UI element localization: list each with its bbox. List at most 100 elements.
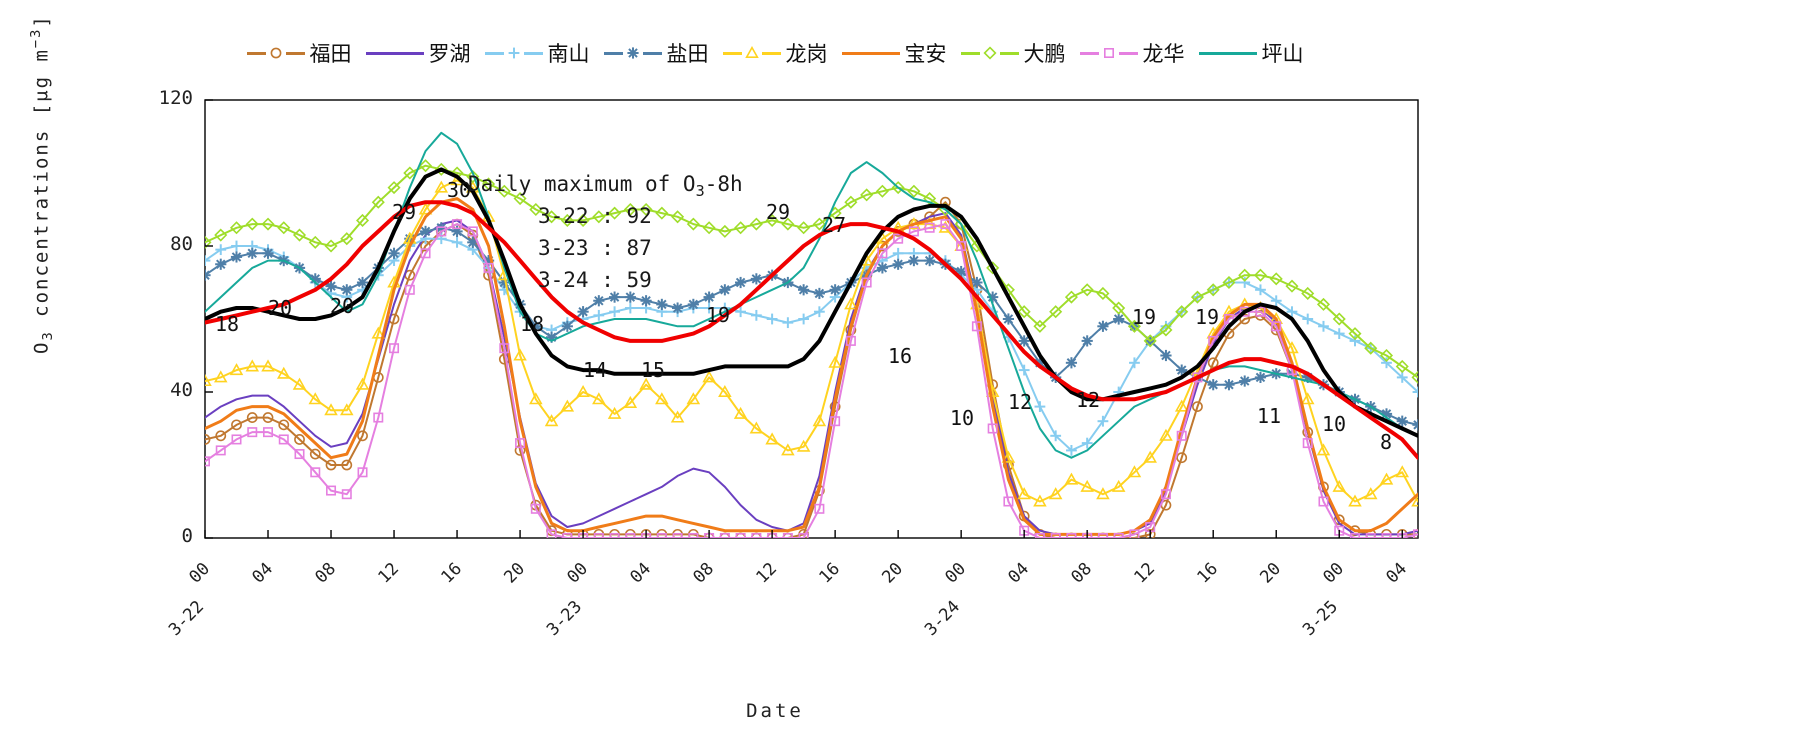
series-marker <box>214 228 228 242</box>
point-value-label: 30 <box>447 178 472 202</box>
series-marker <box>278 255 290 267</box>
series-marker <box>908 255 920 267</box>
series-marker <box>1174 399 1189 412</box>
series-marker <box>624 528 636 538</box>
series-marker <box>623 395 638 408</box>
series-marker <box>1066 445 1077 456</box>
series-marker <box>767 532 778 538</box>
series-line-4 <box>205 179 1418 503</box>
legend-item-2[interactable]: 南山 <box>484 38 590 68</box>
series-marker <box>1191 371 1204 383</box>
series-marker <box>829 291 841 303</box>
series-marker <box>231 240 242 252</box>
series-marker <box>546 525 557 537</box>
legend-item-6[interactable]: 大鹏 <box>960 38 1066 68</box>
legend-item-3[interactable]: 盐田 <box>603 38 709 68</box>
series-marker <box>907 217 921 230</box>
legend-marker-square-icon <box>1098 43 1119 63</box>
series-marker <box>561 317 573 329</box>
series-marker <box>357 467 368 478</box>
series-marker <box>876 240 888 252</box>
point-value-label: 29 <box>392 200 417 224</box>
series-marker <box>1127 465 1142 478</box>
series-marker <box>1192 372 1203 383</box>
series-marker <box>940 219 951 230</box>
series-marker <box>514 298 526 310</box>
series-marker <box>276 366 291 379</box>
series-marker <box>938 202 952 217</box>
series-marker <box>751 532 762 538</box>
series-marker <box>1396 528 1408 538</box>
legend-item-4[interactable]: 龙岗 <box>722 38 828 68</box>
series-marker <box>1048 487 1063 500</box>
series-marker <box>922 217 937 230</box>
legend-line <box>365 51 424 55</box>
series-marker <box>908 218 920 230</box>
legend-symbol <box>246 43 305 63</box>
series-marker <box>987 291 999 303</box>
series-marker <box>215 445 226 456</box>
series-marker <box>326 485 337 496</box>
series-marker <box>1349 532 1360 538</box>
series-marker <box>482 255 495 267</box>
legend-symbol <box>960 43 1019 63</box>
series-marker <box>1003 331 1014 343</box>
series-marker <box>1033 319 1047 333</box>
series-marker <box>891 181 905 195</box>
series-marker <box>1239 306 1250 317</box>
series-marker <box>278 419 290 431</box>
series-marker <box>830 416 841 427</box>
series-marker <box>388 255 400 266</box>
series-marker <box>1255 306 1266 317</box>
legend-item-1[interactable]: 罗湖 <box>365 38 471 68</box>
legend-item-0[interactable]: 福田 <box>246 38 352 68</box>
series-group <box>205 131 1418 538</box>
series-marker <box>686 217 700 231</box>
series-marker <box>213 370 228 383</box>
series-marker <box>704 532 715 538</box>
series-marker <box>640 302 652 314</box>
legend-item-5[interactable]: 宝安 <box>841 38 947 68</box>
series-marker <box>372 269 384 281</box>
series-marker <box>1003 496 1014 507</box>
series-marker <box>893 233 904 244</box>
series-marker <box>546 324 557 336</box>
series-marker <box>308 392 323 405</box>
series-marker <box>1064 290 1078 304</box>
series-marker <box>1034 532 1045 538</box>
series-marker <box>1001 450 1016 463</box>
legend-marker-plus-icon <box>503 43 524 63</box>
series-line-3 <box>205 226 1418 426</box>
legend-item-7[interactable]: 龙华 <box>1079 38 1185 68</box>
series-marker <box>892 247 904 259</box>
series-marker <box>924 222 935 233</box>
series-marker <box>845 277 857 288</box>
series-marker <box>971 284 983 296</box>
series-marker <box>278 434 289 445</box>
legend-item-8[interactable]: 坪山 <box>1198 38 1304 68</box>
series-marker <box>656 306 668 318</box>
series-marker <box>641 532 652 538</box>
series-marker <box>1413 529 1418 538</box>
series-marker <box>719 532 730 538</box>
series-marker <box>908 226 919 237</box>
series-marker <box>782 317 794 329</box>
series-marker <box>798 313 810 325</box>
series-marker <box>813 485 825 496</box>
series-marker <box>703 291 715 303</box>
series-marker <box>215 244 227 256</box>
series-marker <box>389 343 400 354</box>
series-marker <box>718 224 732 238</box>
series-marker <box>1112 301 1126 315</box>
series-marker <box>797 221 811 235</box>
x-tick-label: 04 <box>1382 558 1412 588</box>
series-marker <box>497 268 512 281</box>
series-marker <box>924 255 936 267</box>
series-marker <box>656 298 668 310</box>
series-marker <box>1208 335 1219 346</box>
series-marker <box>483 269 494 281</box>
series-marker <box>231 419 242 431</box>
series-marker <box>828 355 842 368</box>
series-marker <box>294 449 305 460</box>
series-marker <box>1395 465 1410 478</box>
